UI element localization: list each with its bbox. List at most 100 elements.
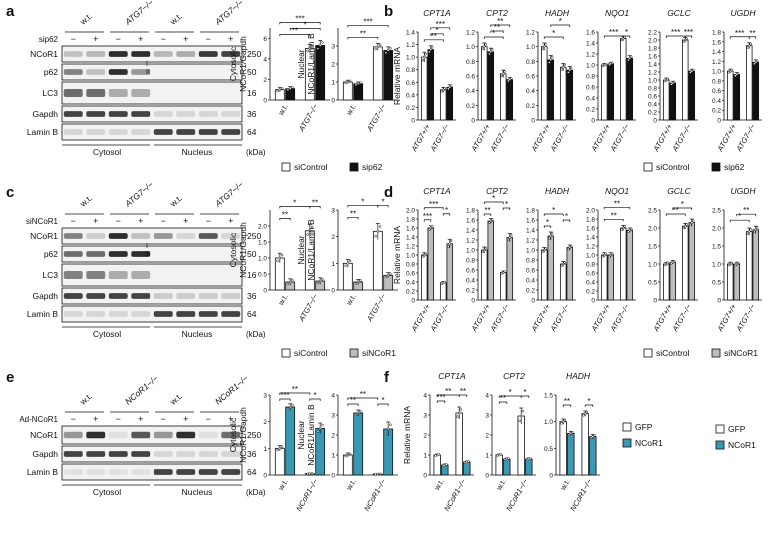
y-tick-label: 0 xyxy=(531,298,535,305)
blot-band xyxy=(131,233,151,239)
data-point xyxy=(280,87,284,90)
data-point xyxy=(356,82,360,86)
bar xyxy=(547,59,555,121)
bar xyxy=(745,45,753,121)
bar xyxy=(463,461,471,476)
bar xyxy=(626,229,634,301)
data-point xyxy=(316,47,320,50)
significance-bracket xyxy=(550,24,571,27)
y-tick-label: 0 xyxy=(717,118,721,125)
data-point xyxy=(682,40,686,43)
significance-bracket xyxy=(622,35,631,38)
blot-band xyxy=(108,451,128,457)
data-point xyxy=(569,432,573,435)
y-tick-label: 0.4 xyxy=(586,96,595,103)
y-tick-label: 0 xyxy=(653,118,657,125)
significance-mark: * xyxy=(445,206,448,215)
y-tick-label: 1.2 xyxy=(526,30,535,37)
data-point xyxy=(291,278,294,282)
significance-mark: ** xyxy=(360,29,366,38)
blot-band xyxy=(108,111,128,117)
bar xyxy=(619,227,627,301)
band-label: Gapdh xyxy=(32,109,58,119)
chart-title: UGDH xyxy=(730,8,756,18)
significance-mark: * xyxy=(313,391,316,400)
y-tick-label: 1.2 xyxy=(586,244,595,251)
significance-mark: * xyxy=(505,200,508,209)
bar xyxy=(619,38,627,121)
data-point xyxy=(376,230,380,233)
blot-band xyxy=(63,451,83,457)
significance-mark: ** xyxy=(500,394,506,403)
chart-title: HADH xyxy=(545,8,570,18)
data-point xyxy=(503,270,506,273)
y-tick-label: 0.8 xyxy=(526,59,535,66)
band-label: Lamin B xyxy=(27,309,59,319)
band-label: NCoR1 xyxy=(30,430,58,440)
significance-bracket xyxy=(347,216,359,220)
y-tick-label: 0.2 xyxy=(586,289,595,296)
data-point xyxy=(443,87,446,90)
data-point xyxy=(690,221,694,224)
chart-title: CPT2 xyxy=(486,8,508,18)
blot-band xyxy=(63,89,83,97)
significance-bracket xyxy=(279,398,291,401)
significance-bracket xyxy=(603,206,631,210)
y-tick-label: 1.4 xyxy=(586,235,595,242)
blot-band xyxy=(63,271,83,279)
blot-strip xyxy=(61,105,243,123)
data-point xyxy=(440,90,444,93)
y-tick-label: 0 xyxy=(471,118,475,125)
data-point xyxy=(683,38,687,42)
data-point xyxy=(501,72,505,76)
y-tick-label: 1.4 xyxy=(712,49,721,56)
panel-letter-e: e xyxy=(6,369,14,386)
chart-b4: 00.20.40.60.81.01.21.41.6NQO1ATG7+/+ATG7… xyxy=(586,8,636,154)
data-point xyxy=(484,246,487,250)
category-label: w.t. xyxy=(276,293,290,308)
significance-mark: * xyxy=(559,17,562,26)
data-point xyxy=(308,472,312,475)
y-tick-label: 0.6 xyxy=(526,74,535,81)
bar xyxy=(342,81,353,101)
blot-band xyxy=(131,69,151,75)
fraction-label-nucleus: Nucleus xyxy=(182,329,213,339)
category-label: NCoR1−/− xyxy=(294,477,320,513)
data-point xyxy=(310,44,314,48)
blot-band xyxy=(221,129,241,135)
blot-band xyxy=(176,451,196,457)
legend-swatch-c xyxy=(281,348,291,358)
treatment-sign: + xyxy=(93,216,98,226)
blot-band xyxy=(176,469,196,475)
data-point xyxy=(730,261,733,265)
y-tick-label: 2.0 xyxy=(712,226,721,233)
bar xyxy=(733,74,741,121)
y-tick-label: 0 xyxy=(717,298,721,305)
data-point xyxy=(541,47,545,51)
y-tick-label: 3 xyxy=(263,393,267,400)
data-point xyxy=(571,430,574,434)
category-label: w.t. xyxy=(432,478,446,493)
y-tick-label: 1.2 xyxy=(406,42,415,49)
blot-band xyxy=(198,451,218,457)
bar xyxy=(480,249,488,301)
bar xyxy=(315,427,326,476)
significance-mark: ** xyxy=(749,29,755,38)
y-tick-label: 0.2 xyxy=(648,110,657,117)
y-tick-label: 2 xyxy=(485,433,489,440)
significance-bracket xyxy=(430,33,444,36)
mw-marker: 36 xyxy=(247,109,257,119)
blot-band xyxy=(108,293,128,299)
blot-band xyxy=(108,69,128,75)
data-point xyxy=(604,252,607,255)
band-label: p62 xyxy=(44,249,58,259)
y-tick-label: 0.6 xyxy=(466,268,475,275)
category-label: w.t. xyxy=(276,478,290,493)
significance-bracket xyxy=(430,27,451,30)
data-point xyxy=(447,87,450,91)
bar xyxy=(540,46,548,121)
bar xyxy=(752,61,760,121)
blot-band xyxy=(86,69,106,75)
